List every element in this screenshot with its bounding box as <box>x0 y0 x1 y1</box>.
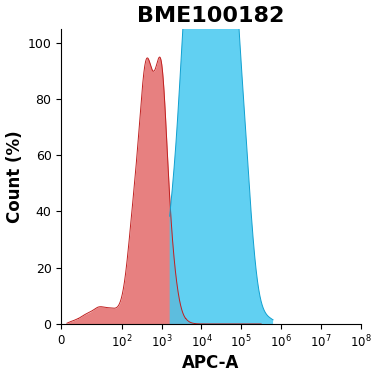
Y-axis label: Count (%): Count (%) <box>6 130 23 223</box>
X-axis label: APC-A: APC-A <box>182 355 240 372</box>
Title: BME100182: BME100182 <box>137 6 285 26</box>
